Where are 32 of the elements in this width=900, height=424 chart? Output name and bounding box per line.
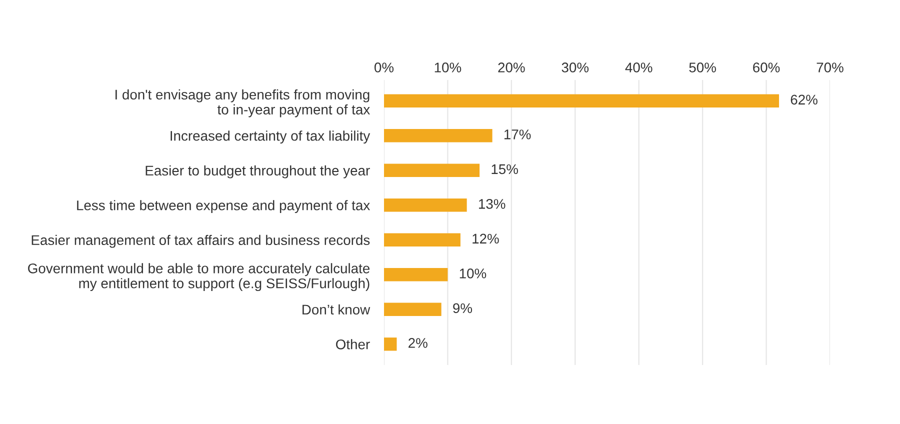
data-label: 9%	[453, 303, 472, 314]
bar	[384, 338, 397, 351]
bar	[384, 164, 480, 177]
bar	[384, 302, 442, 316]
x-tick-label: 20%	[498, 62, 525, 72]
y-tick-label: Don’t know	[302, 304, 370, 315]
bar	[384, 129, 492, 142]
y-tick-label: Government would be able to more accurately calculate my entitlement to support (e.g SEISS/Furlough)	[28, 263, 370, 292]
y-tick-label: Other	[336, 339, 370, 350]
bar	[384, 198, 467, 212]
data-label: 15%	[492, 164, 518, 174]
x-tick-label: 40%	[625, 62, 652, 72]
x-tick-label: 70%	[816, 62, 844, 72]
data-label: 12%	[472, 234, 499, 244]
x-tick-label: 30%	[562, 62, 589, 72]
bar	[384, 268, 448, 282]
bar	[384, 233, 460, 246]
y-tick-label: I don't envisage any benefits from moving to in-year payment of tax	[116, 89, 370, 118]
data-label: 2%	[408, 338, 428, 348]
y-tick-label: Easier management of tax affairs and business records	[32, 234, 370, 248]
bar	[384, 94, 780, 108]
data-label: 62%	[790, 94, 818, 105]
y-tick-label: Less time between expense and payment of tax	[77, 200, 370, 214]
x-tick-label: 60%	[753, 62, 780, 72]
x-tick-label: 50%	[689, 62, 716, 72]
y-tick-label: Increased certainty of tax liability	[170, 130, 370, 144]
x-tick-label: 0%	[374, 62, 394, 72]
x-tick-label: 10%	[434, 62, 462, 72]
data-label: 13%	[479, 199, 506, 209]
data-label: 10%	[460, 268, 486, 278]
data-label: 17%	[504, 130, 531, 140]
y-tick-label: Easier to budget throughout the year	[146, 165, 370, 178]
